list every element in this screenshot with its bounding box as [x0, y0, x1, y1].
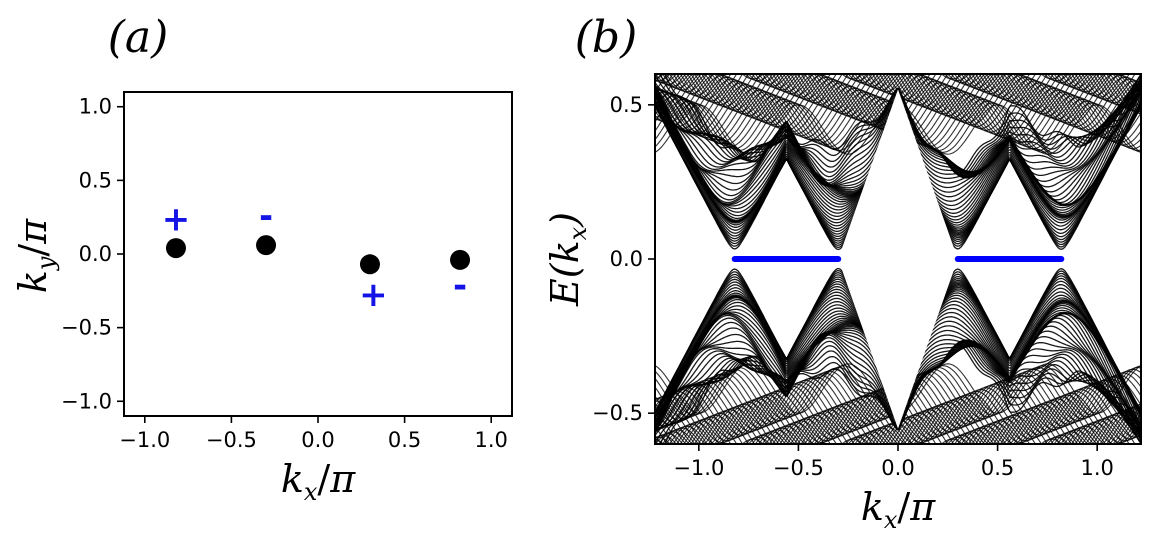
- bulk-band-high: [655, 74, 1141, 117]
- panel-b-y-tick-label: 0.5: [610, 93, 643, 117]
- bulk-band-low: [661, 427, 1100, 444]
- bulk-band-high: [655, 74, 1141, 113]
- bulk-bands: [655, 74, 1141, 444]
- panel-a-x-tick-label: 1.0: [475, 428, 508, 452]
- chirality-sign: +: [359, 275, 388, 315]
- bulk-band-high: [690, 74, 1141, 106]
- bulk-band-high: [655, 74, 1141, 109]
- bulk-band-high: [658, 74, 1094, 89]
- panel-a-y-axis-label: ky/π: [11, 218, 60, 293]
- chirality-sign: +: [162, 200, 191, 240]
- bulk-band-low: [655, 434, 1076, 444]
- panel-b-x-tick-label: −0.5: [773, 456, 824, 480]
- bulk-band-low: [655, 436, 1070, 444]
- panel-b-frame: [654, 73, 1142, 445]
- panel-b: (b) −1.0 −0.5 0.0 0.5 1.0 −0.5 0.0 0.5 kx/π E(k…: [543, 12, 1142, 534]
- panel-a-ticks: −1.0 −0.5 0.0 0.5 1.0 −1.0 −0.5 0.0 0.5 1.0: [61, 95, 508, 452]
- panel-b-y-tick-label: −0.5: [592, 401, 643, 425]
- panel-a-x-tick-label: −1.0: [119, 428, 170, 452]
- panel-b-ticks: −1.0 −0.5 0.0 0.5 1.0 −0.5 0.0 0.5: [592, 93, 1114, 480]
- bulk-band-high: [661, 74, 1100, 91]
- bulk-band-high: [655, 74, 1141, 119]
- bulk-band-low: [690, 412, 1141, 444]
- panel-b-x-axis-label: kx/π: [861, 485, 936, 534]
- panel-b-y-axis-label: E(kx): [543, 212, 592, 307]
- panel-a-y-tick-label: −0.5: [61, 316, 112, 340]
- bulk-band-high: [665, 74, 1106, 93]
- panel-a-y-tick-label: 1.0: [79, 95, 112, 119]
- bulk-band-high: [655, 74, 1141, 80]
- data-point: [359, 254, 380, 275]
- bulk-band-high: [655, 74, 1088, 87]
- panel-a: (a) −1.0 −0.5 0.0 0.5 1.0 −1.0 −0.5 0.0 0.5 1.0 +…: [11, 12, 513, 506]
- panel-a-x-tick-label: 0.5: [388, 428, 421, 452]
- bulk-band-low: [655, 409, 1141, 444]
- panel-b-y-tick-label: 0.0: [610, 247, 643, 271]
- panel-a-marks: + - + -: [162, 197, 471, 315]
- bulk-band-high: [655, 74, 1070, 82]
- panel-a-x-tick-label: 0.0: [301, 428, 334, 452]
- bulk-band-low: [655, 431, 1088, 444]
- bulk-band-high: [655, 74, 1076, 84]
- central-gap: [838, 89, 958, 429]
- bulk-band-low: [655, 405, 1141, 444]
- panel-b-x-tick-label: 0.5: [981, 456, 1014, 480]
- panel-b-x-tick-label: −1.0: [673, 456, 724, 480]
- data-point: [256, 235, 277, 256]
- panel-b-x-tick-label: 0.0: [881, 456, 914, 480]
- chirality-sign: -: [453, 266, 467, 306]
- chirality-sign: -: [259, 197, 273, 237]
- data-point: [165, 238, 186, 259]
- panel-a-label: (a): [108, 12, 169, 63]
- bulk-band-low: [655, 411, 1141, 444]
- panel-a-y-tick-label: 0.5: [79, 168, 112, 192]
- bulk-band-low: [655, 399, 1141, 444]
- panel-a-y-tick-label: 0.0: [79, 242, 112, 266]
- panel-a-y-tick-label: −1.0: [61, 389, 112, 413]
- panel-a-x-axis-label: kx/π: [281, 457, 356, 506]
- bulk-band-high: [655, 74, 1141, 107]
- panel-b-x-tick-label: 1.0: [1080, 456, 1113, 480]
- data-point: [450, 249, 471, 270]
- bulk-band-low: [655, 401, 1141, 444]
- panel-a-frame: [123, 91, 513, 417]
- bulk-band-low: [658, 429, 1094, 444]
- bulk-band-low: [655, 438, 1141, 444]
- bulk-band-low: [665, 425, 1106, 444]
- panel-a-x-tick-label: −0.5: [206, 428, 257, 452]
- panel-b-label: (b): [575, 12, 638, 63]
